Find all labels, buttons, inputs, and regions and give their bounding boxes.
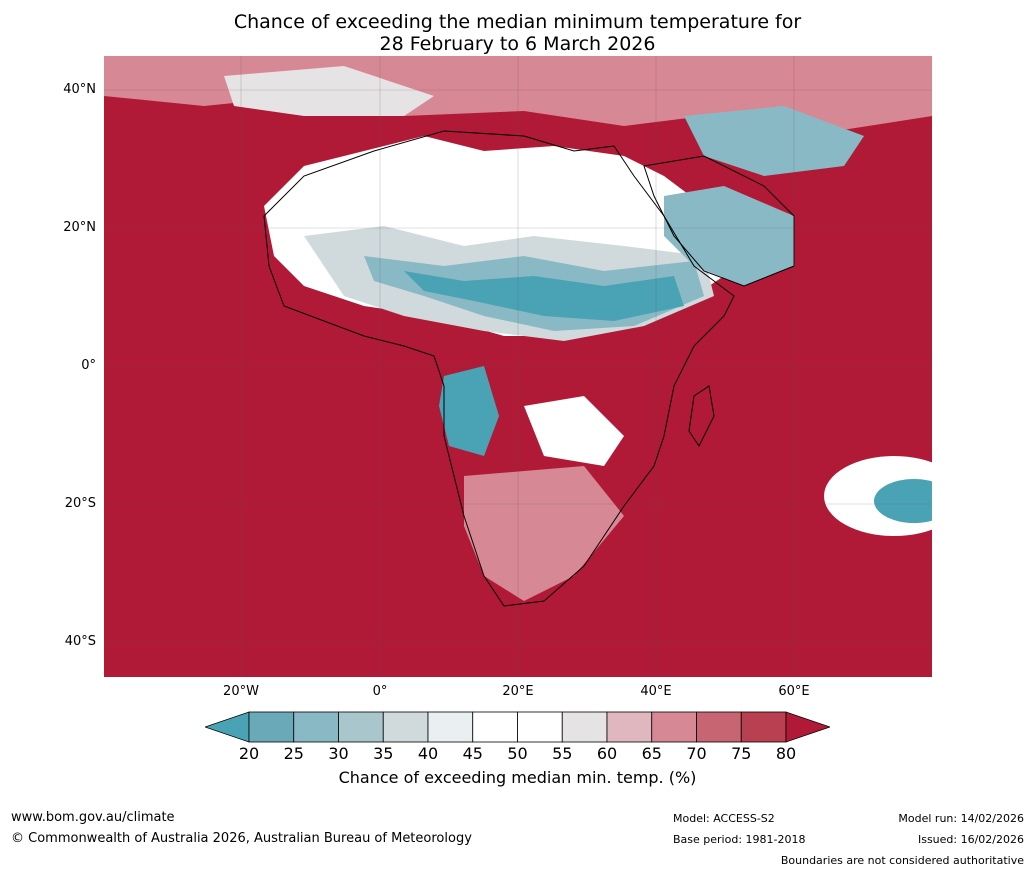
colorbar-segment	[472, 711, 518, 743]
lon-label-0: 0°	[372, 684, 388, 699]
southern-africa-region	[464, 466, 624, 601]
colorbar-tick-label: 45	[462, 744, 483, 763]
colorbar-segment	[248, 711, 295, 743]
colorbar-tick-label: 30	[328, 744, 349, 763]
zambia-neutral-region	[524, 396, 624, 466]
indian-ocean-cool-patch	[874, 479, 932, 523]
lon-label-20w: 20°W	[223, 684, 259, 699]
graticule	[104, 56, 932, 677]
lon-label-20e: 20°E	[502, 684, 534, 699]
colorbar-segment	[740, 711, 787, 743]
chart-title-line1: Chance of exceeding the median minimum t…	[233, 11, 802, 33]
colorbar-tick-label: 80	[775, 744, 797, 763]
colorbar-tick-label: 40	[417, 744, 439, 763]
footer-copyright: © Commonwealth of Australia 2026, Austra…	[11, 831, 472, 846]
colorbar-segment	[517, 711, 563, 743]
footer-issued: Issued: 16/02/2026	[917, 833, 1024, 846]
probability-map	[104, 56, 932, 677]
colorbar-tick-label: 55	[552, 744, 573, 763]
footer-model: Model: ACCESS-S2	[673, 812, 775, 825]
colorbar-tick-label: 25	[283, 744, 304, 763]
footer-url[interactable]: www.bom.gov.au/climate	[11, 810, 175, 825]
arabia-coastline	[643, 155, 795, 287]
colorbar-segment	[696, 711, 742, 743]
africa-coastline	[263, 130, 735, 607]
lat-label-40s: 40°S	[64, 634, 96, 649]
colorbar-segment	[338, 711, 384, 743]
footer-disclaimer: Boundaries are not considered authoritat…	[780, 854, 1024, 867]
arabia-cool-region	[664, 186, 794, 286]
colorbar-high-extension	[785, 711, 830, 743]
colorbar-tick-label: 35	[373, 744, 394, 763]
sahel-coldest-region	[404, 271, 684, 321]
colorbar-segment	[427, 711, 474, 743]
colorbar-tick-label: 75	[731, 744, 752, 763]
lat-label-20s: 20°S	[64, 496, 96, 511]
lat-label-0: 0°	[81, 358, 96, 373]
colorbar-tick-label: 60	[596, 744, 618, 763]
lon-label-60e: 60°E	[778, 684, 810, 699]
colorbar	[205, 711, 830, 743]
angola-cool-region	[439, 366, 499, 456]
colorbar-tick-label: 20	[238, 744, 260, 763]
lon-label-40e: 40°E	[640, 684, 672, 699]
colorbar-low-extension	[205, 711, 250, 743]
madagascar-coastline	[688, 385, 715, 447]
colorbar-segment	[651, 711, 697, 743]
colorbar-segment	[606, 711, 653, 743]
colorbar-segment	[382, 711, 429, 743]
colorbar-segment	[293, 711, 339, 743]
colorbar-tick-label: 70	[686, 744, 707, 763]
footer-model-run: Model run: 14/02/2026	[898, 812, 1024, 825]
lat-label-20n: 20°N	[63, 220, 96, 235]
chart-title-line2: 28 February to 6 March 2026	[379, 33, 656, 55]
colorbar-tick-label: 50	[507, 744, 528, 763]
colorbar-tick-label: 65	[641, 744, 662, 763]
footer-base-period: Base period: 1981-2018	[673, 833, 806, 846]
iberia-region	[224, 66, 434, 116]
lat-label-40n: 40°N	[63, 82, 96, 97]
colorbar-segment	[561, 711, 608, 743]
middle-east-cool-region	[684, 106, 864, 176]
colorbar-label: Chance of exceeding median min. temp. (%…	[338, 768, 697, 787]
